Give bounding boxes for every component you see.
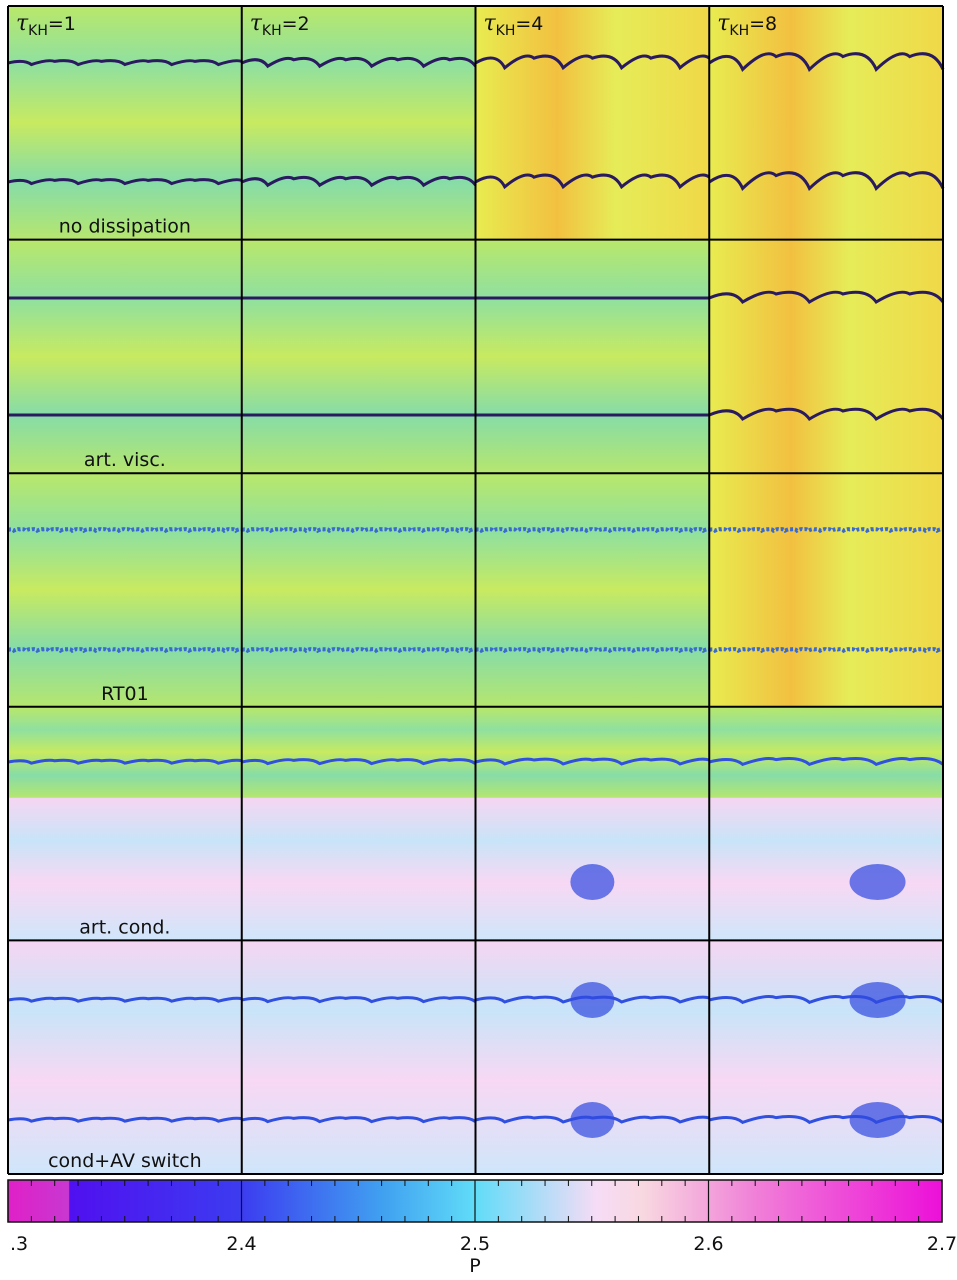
tau-symbol: τ [250,11,263,36]
panel-background [8,6,242,240]
panel-background [709,707,943,798]
colorbar-label: P [469,1255,480,1276]
panel-background [8,707,242,798]
panel-background [476,473,710,707]
subscript: KH [262,23,282,39]
panel-background [242,240,476,474]
row-label: no dissipation [59,216,191,238]
tick-label: 2.4 [226,1233,256,1255]
equals: =8 [749,13,777,35]
panel-background [709,473,943,707]
panel-background [242,707,476,798]
vortex [570,982,614,1018]
tick-label: 2.6 [693,1233,723,1255]
row-label: art. visc. [84,449,166,471]
panel-background [476,240,710,474]
panel-grid [8,6,943,1174]
equals: =4 [515,13,543,35]
vortex [850,982,906,1018]
panel-background [709,240,943,474]
tau-symbol: τ [16,11,29,36]
tick-label: 2.7 [927,1233,957,1255]
figure: τKH=1τKH=2τKH=4τKH=8no dissipationart. v… [0,0,957,1276]
tau-symbol: τ [717,11,730,36]
panel-background [242,940,476,1174]
panel-background [242,473,476,707]
panel-background [242,6,476,240]
vortex [570,1102,614,1138]
subscript: KH [28,23,48,39]
panel-background [8,940,242,1174]
panel-background [709,798,943,940]
vortex [850,1102,906,1138]
subscript: KH [729,23,749,39]
vortex [570,864,614,900]
panel-background [709,6,943,240]
panel-background [242,798,476,940]
equals: =1 [48,13,76,35]
tick-label: 2.5 [460,1233,490,1255]
panel-background [476,6,710,240]
tau-symbol: τ [484,11,497,36]
vortex [850,864,906,900]
colorbar: .3 2.4 2.5 2.6 2.7 P [8,1180,957,1276]
row-label: RT01 [101,683,149,705]
panel-background [476,707,710,798]
subscript: KH [496,23,516,39]
panel-background [8,240,242,474]
panel-background [8,473,242,707]
row-label: cond+AV switch [48,1150,202,1172]
equals: =2 [282,13,310,35]
tick-label: .3 [10,1233,28,1255]
panel-background [476,940,710,1174]
panel-background [709,940,943,1174]
row-label: art. cond. [79,916,170,938]
